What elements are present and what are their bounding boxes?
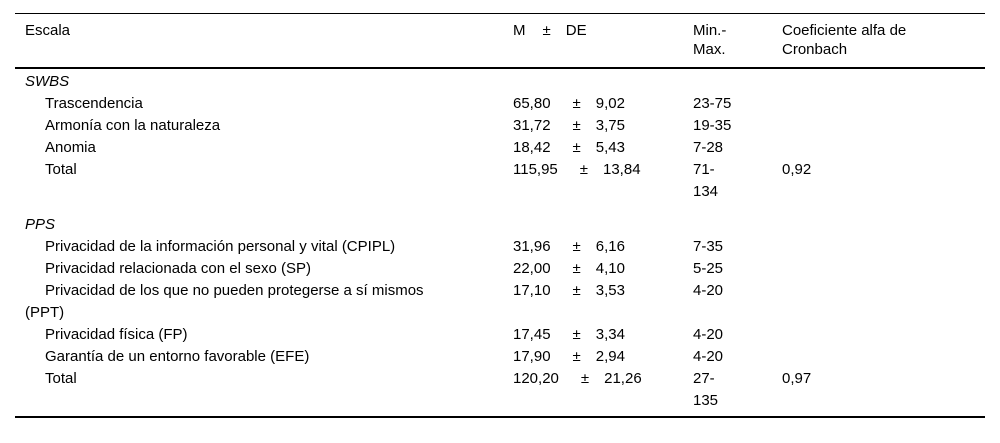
row-label: Garantía de un entorno favorable (EFE) [45,347,310,365]
row-min-max: 5-25 [693,259,724,277]
row-m-de: 17,45 ±3,34 [513,325,625,343]
row-m-de: 120,20 ±21,26 [513,369,642,387]
row-m-de: 17,10 ±3,53 [513,281,625,299]
row-label: SWBS [25,72,70,90]
row-label: Privacidad física (FP) [45,325,188,343]
row-m-de: 22,00 ±4,10 [513,259,625,277]
table-header-separator-rule [15,66,985,69]
table-row: Privacidad física (FP) 17,45 ±3,34 4-20 [15,324,985,346]
table-row: Armonía con la naturaleza 31,72 ±3,75 19-… [15,115,985,137]
row-alpha: 0,97 [782,369,812,387]
row-m-de: 18,42 ±5,43 [513,138,625,156]
row-label: Total [45,160,77,178]
table-row-swbs-total: Total 115,95 ±13,84 71- 134 0,92 [15,159,985,203]
table-header-row: Escala M ± DE Min.- Max. Coeficiente alfa … [15,14,985,67]
row-alpha: 0,92 [782,160,812,178]
row-m-de: 31,96 ±6,16 [513,237,625,255]
row-label: Total [45,369,77,387]
row-min-max: 27- 135 [693,369,719,409]
table-row: Garantía de un entorno favorable (EFE) 1… [15,346,985,368]
row-label: Privacidad relacionada con el sexo (SP) [45,259,311,277]
header-m-de: M ± DE [513,21,693,40]
row-m-de: 65,80 ±9,02 [513,94,625,112]
table-top-rule [15,13,985,14]
table-bottom-rule [15,415,985,418]
row-min-max: 4-20 [693,325,724,343]
row-m-de: 17,90 ±2,94 [513,347,625,365]
row-label: Privacidad de la información personal y … [45,237,396,255]
row-min-max: 23-75 [693,94,732,112]
table-row: Privacidad de la información personal y … [15,236,985,258]
row-label: Anomia [45,138,96,156]
row-m-de: 115,95 ±13,84 [513,160,641,178]
table-row-section-pps: PPS [15,214,985,236]
row-label: PPS [25,215,56,233]
table-row: Privacidad relacionada con el sexo (SP) … [15,258,985,280]
header-escala: Escala [25,22,71,39]
header-m-label: M [513,22,526,39]
row-m-de [513,71,693,93]
row-min-max: 4-20 [693,347,724,365]
row-min-max: 7-28 [693,138,724,156]
header-cronbach-alpha: Coeficiente alfa de Cronbach [782,22,907,58]
table-row: Anomia 18,42 ±5,43 7-28 [15,137,985,159]
row-label: Privacidad de los que no pueden proteger… [25,281,424,321]
header-min-max: Min.- Max. [693,22,727,58]
row-min-max: 19-35 [693,116,732,134]
row-m-de [513,214,693,236]
row-label: Trascendencia [45,94,143,112]
row-m-de: 31,72 ±3,75 [513,116,625,134]
table-row: Trascendencia 65,80 ±9,02 23-75 [15,93,985,115]
row-min-max: 7-35 [693,237,724,255]
header-plus-minus-sign: ± [542,22,551,39]
table-row-section-swbs: SWBS [15,71,985,93]
table-row: Privacidad de los que no pueden proteger… [15,280,985,324]
statistics-table: Escala M ± DE Min.- Max. Coeficiente alfa … [15,13,985,418]
header-de-label: DE [565,22,587,39]
row-label: Armonía con la naturaleza [45,116,221,134]
row-min-max: 4-20 [693,281,724,299]
table-row-pps-total: Total 120,20 ±21,26 27- 135 0,97 [15,368,985,412]
table-body: SWBS Trascendencia 65,80 ±9,02 23-75 Armo… [15,69,985,416]
row-min-max: 71- 134 [693,160,719,200]
